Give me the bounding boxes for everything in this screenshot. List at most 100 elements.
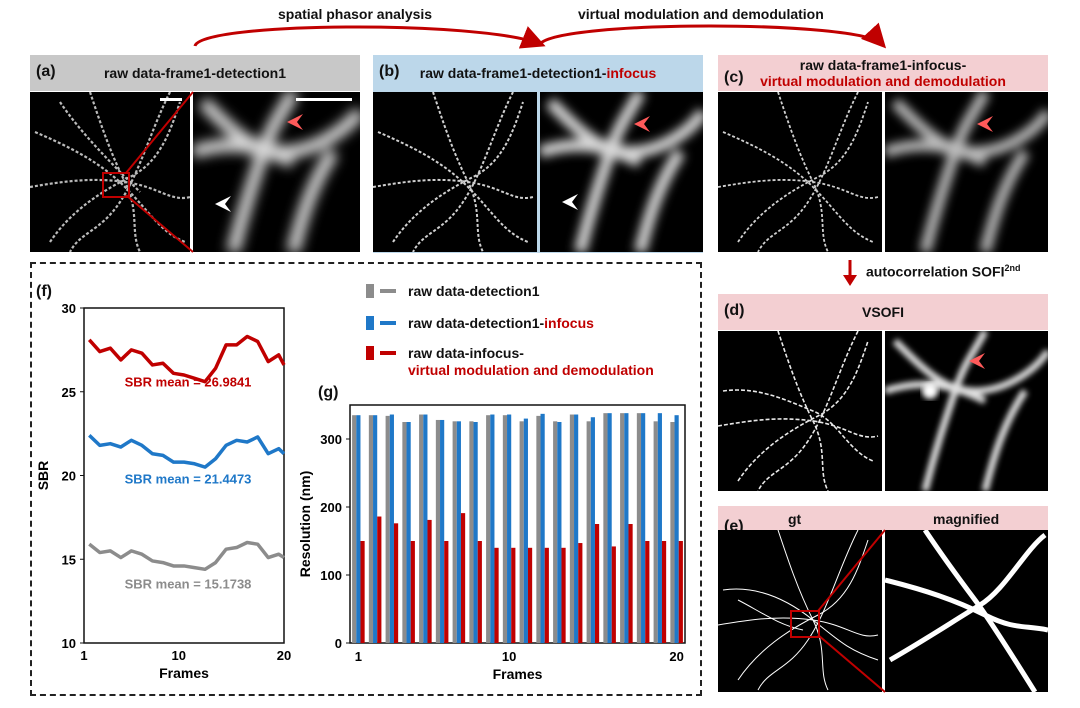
filament-image-b [373, 92, 534, 252]
panel-d-title: VSOFI [861, 304, 904, 320]
panel-d-label: (d) [724, 302, 745, 319]
series-line-2 [88, 540, 285, 572]
bar-2-15 [594, 524, 600, 643]
panel-b-image [373, 92, 537, 252]
series-line-0 [87, 334, 286, 384]
bar-2-11 [527, 547, 533, 643]
legend-line-gray [380, 289, 396, 293]
bar-2-2 [377, 516, 382, 643]
panel-d-header: (d) VSOFI [718, 294, 1048, 330]
red-arrowhead-icon [634, 116, 650, 132]
bar-2-7 [460, 513, 466, 643]
blurred-zoom-b [540, 92, 703, 252]
bar-2-8 [477, 541, 482, 643]
bar-2-12 [544, 547, 549, 643]
zoom-lines-e [817, 529, 886, 693]
bar-1-11 [523, 418, 528, 643]
down-arrow-icon [843, 260, 857, 286]
y-tick-label: 30 [62, 301, 76, 316]
bar-1-1 [356, 415, 361, 643]
arrow-spatial [193, 25, 546, 49]
bar-0-1 [352, 415, 357, 643]
magnified-gt-image [885, 530, 1048, 692]
bar-1-16 [607, 413, 612, 643]
filament-image-c [718, 92, 879, 252]
x-tick-label: 20 [669, 649, 683, 664]
series-line-1 [88, 434, 286, 469]
x-axis-label: Frames [159, 665, 209, 681]
panel-a-label: (a) [36, 63, 56, 80]
bar-2-6 [444, 541, 449, 643]
y-tick-label: 20 [62, 469, 76, 484]
x-axis-label: Frames [493, 666, 543, 682]
panel-b-header: (b) raw data-frame1-detection1-infocus [373, 55, 703, 91]
panel-g-label: (g) [318, 384, 339, 401]
panel-c-zoom-image [885, 92, 1048, 252]
bar-1-4 [406, 422, 411, 643]
panel-c-title-line1: raw data-frame1-infocus- [799, 57, 967, 73]
bar-1-12 [540, 413, 545, 643]
bar-0-3 [385, 415, 390, 643]
legend-label-2: raw data-detection1-infocus [408, 315, 594, 331]
bar-0-16 [603, 413, 608, 643]
y-tick-label: 300 [320, 432, 342, 447]
legend-swatch-blue [366, 316, 374, 330]
sharp-zoom-d [885, 331, 1048, 491]
y-tick-label: 10 [62, 636, 76, 651]
x-tick-label: 1 [355, 649, 362, 664]
bar-0-15 [586, 421, 591, 643]
y-axis-label: SBR [35, 461, 51, 491]
red-arrowhead-icon [969, 353, 985, 369]
panel-a-title: raw data-frame1-detection1 [103, 65, 287, 81]
panel-e-zoom-image [885, 530, 1048, 692]
bar-1-7 [456, 421, 461, 643]
bar-1-5 [423, 414, 428, 643]
y-tick-label: 100 [320, 568, 342, 583]
bar-0-7 [452, 421, 457, 643]
series-annotation-1: SBR mean = 21.4473 [125, 471, 252, 486]
bar-1-9 [490, 414, 495, 643]
bar-2-18 [645, 541, 650, 643]
x-tick-label: 10 [172, 648, 186, 663]
autocorrelation-sup: 2nd [1004, 263, 1021, 273]
bar-1-14 [574, 414, 579, 643]
legend-line-red [380, 351, 396, 355]
panel-c-label: (c) [724, 69, 744, 86]
legend-label-2-red: infocus [544, 315, 594, 331]
y-tick-label: 15 [62, 552, 76, 567]
bar-0-10 [502, 415, 508, 643]
scale-bar-zoom [296, 98, 352, 101]
bar-2-19 [661, 541, 667, 643]
scale-bar [160, 98, 182, 101]
x-tick-label: 1 [80, 648, 87, 663]
bar-1-20 [674, 415, 679, 643]
bar-1-13 [557, 422, 562, 643]
panel-e-title-gt: gt [788, 511, 802, 527]
virtual-modulation-label: virtual modulation and demodulation [578, 6, 824, 22]
autocorrelation-text: autocorrelation SOFI [866, 263, 1005, 280]
zoom-box-gt [790, 610, 820, 638]
panel-a-image [30, 92, 190, 252]
filament-image-a [30, 92, 190, 252]
legend-label-3: raw data-infocus-virtual modulation and … [408, 345, 654, 379]
series-annotation-2: SBR mean = 15.1738 [125, 576, 252, 591]
bar-2-20 [678, 541, 683, 643]
bar-1-15 [590, 417, 595, 643]
bar-1-19 [657, 413, 662, 643]
panel-e-title-magnified: magnified [933, 511, 1000, 527]
white-arrowhead-icon [215, 196, 231, 212]
panel-b-title-prefix: raw data-frame1-detection1- [419, 65, 607, 81]
panel-a-zoom-image [193, 92, 360, 252]
zoom-lines-a [125, 91, 194, 253]
bar-2-14 [578, 543, 583, 643]
legend-label-3-line2: virtual modulation and demodulation [408, 362, 654, 378]
bar-2-17 [628, 524, 633, 643]
zoom-box [102, 172, 130, 198]
bar-0-9 [486, 415, 491, 643]
legend-item-red: raw data-infocus-virtual modulation and … [366, 345, 654, 379]
bar-1-18 [641, 413, 646, 643]
legend-item-blue: raw data-detection1-infocus [366, 315, 594, 331]
y-tick-label: 200 [320, 500, 342, 515]
legend-swatch-gray [366, 284, 374, 298]
bar-1-2 [373, 415, 378, 643]
